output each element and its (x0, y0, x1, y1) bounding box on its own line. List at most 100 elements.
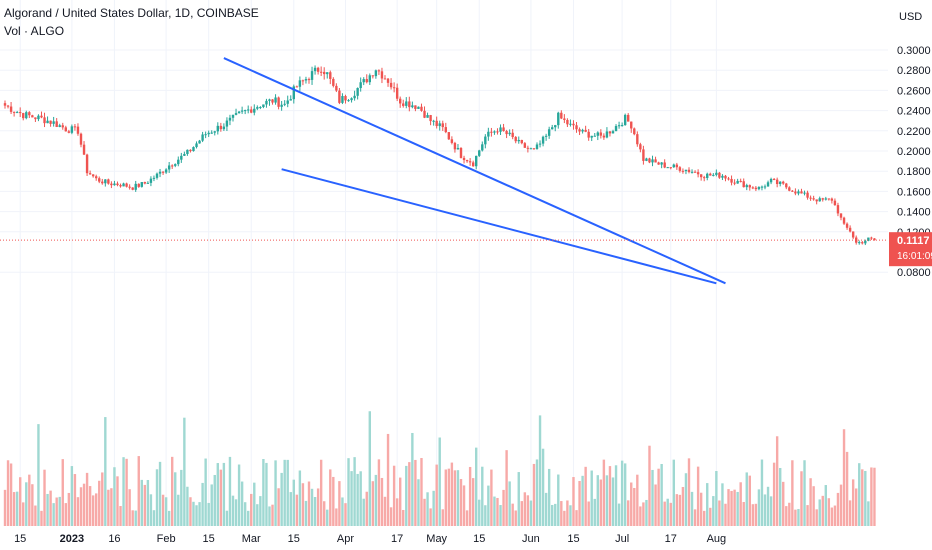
volume-bar (693, 509, 697, 526)
candle (560, 110, 563, 120)
volume-bar (733, 489, 736, 526)
candle (222, 123, 226, 131)
candle (821, 197, 824, 202)
time-tick-label: 15 (14, 533, 26, 545)
volume-bar (493, 496, 496, 526)
candle (478, 149, 481, 158)
volume-bar (642, 502, 645, 526)
candle (578, 127, 581, 136)
volume-bar (499, 505, 502, 526)
candle (587, 128, 590, 141)
volume-bar (377, 459, 381, 526)
volume-bar (766, 486, 770, 526)
volume-bar (824, 485, 827, 526)
candle (46, 116, 49, 124)
candle (505, 129, 508, 139)
volume-bar (234, 499, 238, 526)
candle (441, 120, 444, 131)
volume-bar (830, 507, 834, 526)
volume-bar (186, 486, 189, 526)
volume-bar (332, 476, 335, 526)
volume-bar (389, 507, 393, 526)
volume-bar (645, 499, 648, 526)
trendlines[interactable] (223, 57, 726, 285)
candle (356, 87, 359, 100)
candle (429, 114, 432, 126)
volume-bar (25, 482, 28, 526)
volume-bar (772, 462, 776, 526)
price-tick-label: 0.2800 (897, 65, 931, 77)
volume-bar (681, 486, 685, 526)
volume-bar (870, 467, 873, 526)
volume-bar (858, 463, 861, 526)
volume-bar (256, 504, 259, 526)
last-price-value: 0.1117 (897, 235, 929, 247)
candle (61, 122, 64, 130)
candle (64, 125, 67, 132)
volume-bar (362, 498, 365, 526)
volume-bar (414, 459, 417, 526)
volume-bar (727, 489, 730, 526)
time-tick-label: 16 (108, 533, 120, 545)
candle (456, 144, 460, 150)
candle (438, 120, 441, 131)
volume-bar (490, 469, 493, 526)
volume-bar (578, 480, 581, 526)
candle (654, 156, 657, 163)
candle (645, 157, 648, 162)
candle (529, 147, 533, 150)
candle (365, 74, 368, 84)
candle (371, 75, 375, 79)
volume-bar (122, 457, 125, 526)
candle (633, 127, 636, 136)
volume-bar (6, 460, 10, 526)
volume-bar (34, 505, 37, 526)
volume-bar (265, 462, 268, 526)
candle (152, 175, 156, 182)
chart-legend: Algorand / United States Dollar, 1D, COI… (4, 4, 259, 40)
candle (471, 160, 475, 167)
candle (186, 149, 189, 156)
volume-bar (468, 466, 472, 526)
volume-bar (736, 491, 739, 526)
candle (569, 119, 572, 127)
upper-trendline[interactable] (223, 57, 726, 285)
candle (842, 216, 846, 225)
volume-bar (575, 510, 578, 526)
volume-bar (323, 501, 326, 526)
candle (435, 116, 438, 129)
candle (70, 124, 74, 135)
candle (326, 72, 329, 79)
volume-bar (271, 504, 274, 526)
candle (870, 236, 873, 240)
candle (772, 177, 776, 181)
candle (444, 122, 447, 134)
volume-bar (359, 471, 362, 526)
candle (146, 181, 150, 184)
volume-bar (374, 474, 378, 526)
volume-bar (228, 456, 232, 526)
volume-bar (851, 479, 855, 526)
time-tick-label: Jul (615, 533, 629, 545)
volume-bar (243, 502, 247, 526)
volume-bar (462, 485, 466, 526)
time-tick-label: 15 (288, 533, 300, 545)
candle (134, 180, 137, 192)
volume-bar (380, 477, 384, 526)
volume-bar (128, 489, 131, 526)
candle (420, 103, 423, 112)
candle (557, 111, 560, 129)
volume-bar (563, 510, 566, 526)
volume-bar (855, 488, 858, 526)
candle (389, 78, 393, 90)
volume-bar (666, 498, 669, 526)
volume-bar (535, 459, 539, 526)
volume-bar (67, 492, 71, 526)
time-tick-label: Aug (707, 533, 727, 545)
lower-trendline[interactable] (281, 168, 717, 285)
volume-bar (174, 472, 177, 526)
volume-bar (654, 484, 657, 526)
volume-bar (143, 484, 147, 526)
candle (116, 181, 119, 187)
